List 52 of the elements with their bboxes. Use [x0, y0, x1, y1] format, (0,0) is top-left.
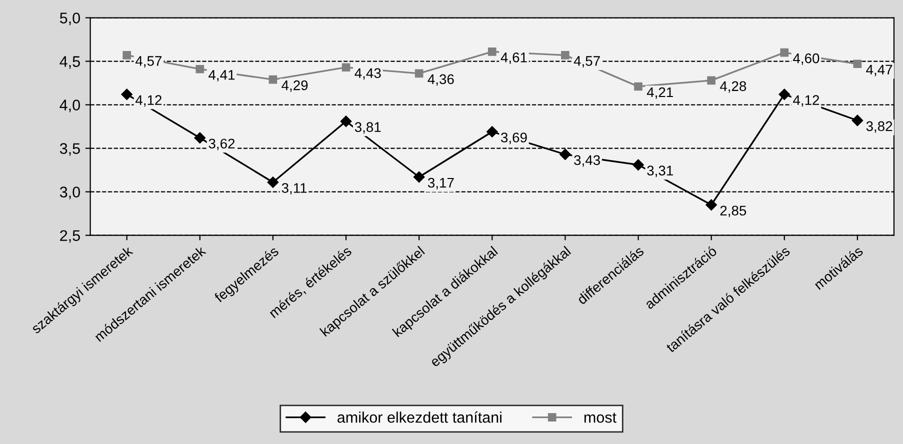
point [414, 69, 424, 78]
data-label: 3,31 [647, 166, 673, 178]
point [194, 132, 206, 144]
data-label: 4,21 [646, 87, 673, 99]
point [634, 82, 642, 91]
y-tick-label: 3,0 [60, 186, 80, 200]
data-label: 4,12 [135, 95, 162, 107]
data-label: 4,60 [793, 53, 820, 65]
data-label: 4,29 [282, 80, 308, 92]
data-label: 4,61 [500, 52, 527, 64]
point [268, 75, 278, 84]
legend-label: most [584, 412, 616, 423]
y-tick-label: 2,5 [60, 230, 80, 243]
data-label: 4,57 [574, 56, 600, 68]
data-label: 3,43 [574, 155, 600, 167]
data-label: 4,41 [208, 70, 235, 82]
point [488, 48, 496, 56]
data-label: 4,43 [354, 68, 381, 80]
point [853, 60, 862, 68]
y-tick-label: 4,5 [60, 56, 80, 69]
point [340, 116, 352, 127]
point [413, 171, 425, 183]
point [196, 64, 204, 74]
point [852, 114, 864, 126]
data-label: 4,47 [866, 64, 892, 76]
point [707, 76, 716, 85]
point [706, 199, 717, 210]
data-label: 4,57 [135, 56, 162, 68]
data-label: 3,81 [354, 122, 381, 134]
legend-label: amikor elkezdett tanítani [338, 411, 502, 423]
point [122, 51, 131, 60]
point [561, 51, 570, 60]
y-tick-label: 4,0 [60, 100, 80, 112]
data-label: 3,17 [428, 178, 454, 190]
data-label: 4,36 [428, 74, 454, 86]
point [560, 148, 571, 160]
data-label: 3,62 [208, 138, 235, 150]
data-label: 3,69 [501, 132, 527, 144]
data-label: 4,28 [720, 81, 746, 93]
point [342, 63, 350, 72]
data-label: 4,12 [793, 95, 820, 107]
point [778, 88, 790, 100]
point [267, 176, 279, 188]
data-label: 3,82 [866, 121, 892, 133]
y-tick-label: 3,5 [60, 143, 80, 156]
point [780, 48, 789, 57]
point [121, 88, 132, 100]
point [486, 126, 498, 138]
data-label: 2,85 [720, 206, 746, 218]
point [632, 159, 644, 170]
y-tick-label: 5,0 [60, 12, 80, 26]
data-label: 3,11 [282, 183, 307, 195]
